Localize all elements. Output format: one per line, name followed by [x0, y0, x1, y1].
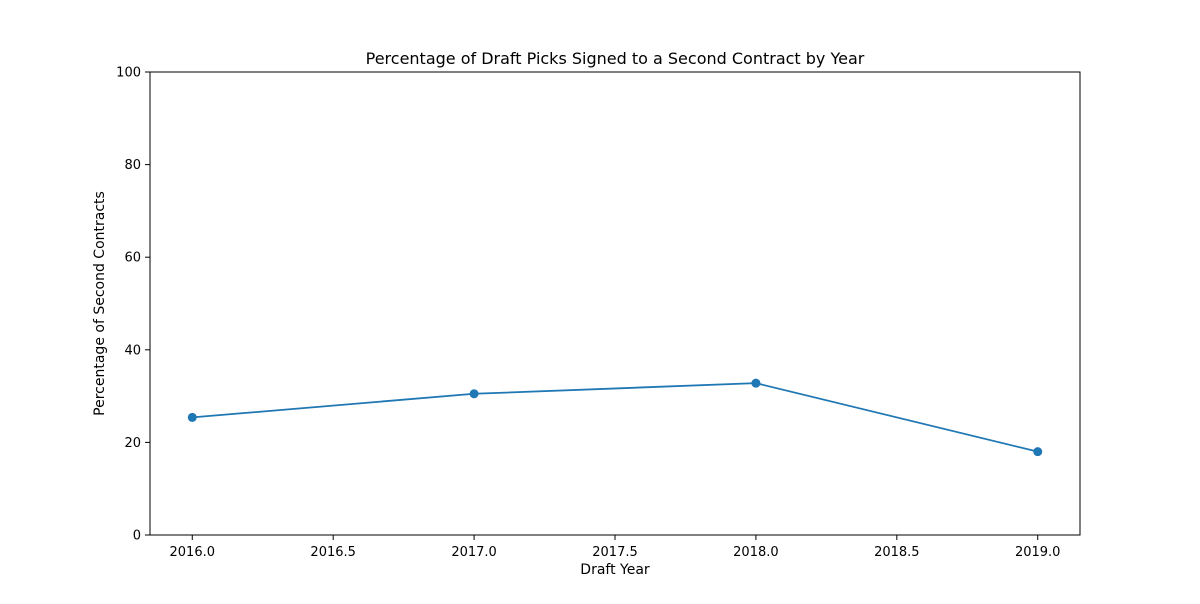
x-tick-label: 2016.0	[170, 545, 216, 560]
series-line	[192, 382, 1038, 453]
x-tick-label: 2018.5	[874, 545, 920, 560]
x-tick-label: 2019.0	[1015, 545, 1061, 560]
chart-title: Percentage of Draft Picks Signed to a Se…	[366, 49, 865, 68]
x-tick-label: 2017.5	[592, 545, 638, 560]
y-tick-label: 40	[124, 343, 141, 358]
y-tick-label: 100	[116, 66, 141, 81]
y-tick-label: 0	[133, 529, 141, 544]
y-axis-label: Percentage of Second Contracts	[92, 191, 108, 416]
x-tick-label: 2016.5	[310, 545, 356, 560]
y-tick-label: 60	[124, 251, 141, 266]
data-point	[1033, 447, 1043, 457]
x-tick-label: 2017.0	[451, 545, 497, 560]
x-tick-label: 2018.0	[733, 545, 779, 560]
data-point	[187, 412, 197, 422]
data-point	[469, 389, 479, 399]
y-tick-label: 20	[124, 436, 141, 451]
data-point	[751, 378, 761, 388]
y-tick-label: 80	[124, 158, 141, 173]
plot-frame	[149, 71, 1081, 536]
x-axis-label: Draft Year	[580, 562, 650, 578]
